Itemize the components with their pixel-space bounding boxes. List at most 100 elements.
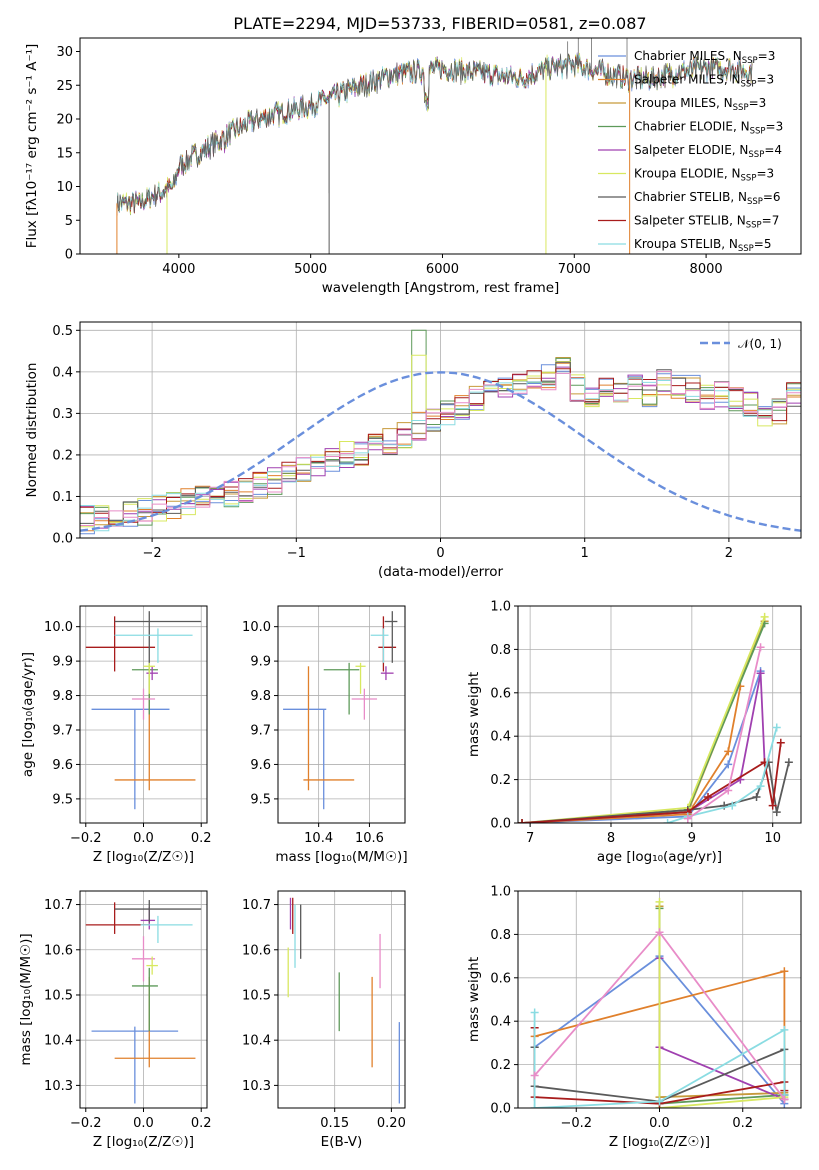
- y-tick-label: 10.0: [44, 620, 73, 635]
- x-tick-label: 0.0: [649, 1116, 670, 1131]
- y-tick-label: 0.8: [490, 928, 511, 943]
- errorbar-point: [283, 708, 327, 810]
- series-marker: [530, 1071, 539, 1080]
- chart-residuals: −2 −1 0 1 2 0.0 0.1 0.2 0.3 0.4 0.5 (data-model)/er…: [24, 321, 802, 580]
- histogram-series: [80, 366, 801, 538]
- chart-massweight_vs_age: 7 8 9 10 0.0 0.2 0.4 0.6 0.8 1.0 age [log₁₀(age/yr…: [466, 600, 802, 865]
- errorbar-point: [370, 628, 389, 663]
- y-tick-label: 0.4: [490, 1015, 511, 1030]
- series-marker: [776, 738, 785, 747]
- series-marker: [724, 786, 733, 795]
- x-tick-label: 0.2: [191, 1116, 212, 1131]
- series-marker: [768, 801, 777, 810]
- errorbar-point: [85, 902, 150, 934]
- y-tick-label: 0.6: [490, 971, 511, 986]
- plot-area: [283, 611, 398, 810]
- y-axis-label: Flux [fλ10⁻¹⁷ erg cm⁻² s⁻¹ A⁻¹]: [24, 44, 40, 249]
- series-marker: [530, 1104, 539, 1108]
- errorbar-point: [384, 611, 398, 663]
- x-axis-label: Z [log₁₀(Z/Z☉)]: [93, 849, 194, 865]
- x-axis-label: Z [log₁₀(Z/Z☉)]: [93, 1134, 194, 1150]
- legend-label: 𝒩(0, 1): [738, 337, 782, 351]
- series-marker: [780, 1095, 789, 1104]
- spectrum-series: [116, 53, 753, 214]
- y-tick-label: 9.5: [250, 792, 271, 807]
- x-tick-label: 0.0: [133, 831, 154, 846]
- y-tick-label: 9.9: [250, 655, 271, 670]
- y-tick-label: 9.8: [52, 689, 73, 704]
- errorbar-point: [114, 976, 196, 1068]
- legend-item: Kroupa MILES, NSSP=3: [598, 96, 766, 113]
- plot-area: [518, 612, 793, 823]
- y-tick-label: 0.0: [52, 532, 73, 547]
- errorbar-point: [114, 611, 202, 663]
- x-tick-label: −0.2: [560, 1116, 592, 1131]
- y-tick-label: 10.5: [44, 988, 73, 1003]
- y-tick-label: 0: [65, 248, 73, 263]
- errorbar-point: [378, 616, 397, 672]
- histogram-series: [80, 357, 801, 538]
- y-tick-label: 0.4: [490, 730, 511, 745]
- errorbar-point: [91, 708, 170, 810]
- series-marker: [784, 758, 793, 767]
- histogram-series: [80, 372, 801, 538]
- series-marker: [530, 1008, 539, 1017]
- x-axis-label: Z [log₁₀(Z/Z☉)]: [609, 1134, 710, 1150]
- x-tick-label: 0.0: [133, 1116, 154, 1131]
- y-tick-label: 9.5: [52, 792, 73, 807]
- y-tick-label: 20: [56, 113, 73, 128]
- y-tick-label: 10: [56, 180, 73, 195]
- x-tick-label: 10: [764, 831, 781, 846]
- x-tick-label: 0.20: [377, 1116, 406, 1131]
- series-marker: [756, 782, 765, 791]
- series-marker: [780, 1025, 789, 1034]
- y-tick-label: 5: [65, 214, 73, 229]
- x-tick-label: 2: [725, 546, 733, 561]
- series-marker: [772, 808, 781, 817]
- legend: 𝒩(0, 1): [700, 337, 782, 351]
- series-marker: [752, 792, 761, 801]
- y-axis-label: mass [log₁₀(M/M☉)]: [18, 933, 34, 1065]
- errorbar-point: [114, 900, 202, 923]
- errorbar-point: [91, 1026, 179, 1104]
- errorbar-point: [131, 967, 158, 1032]
- plot-area: [116, 38, 753, 254]
- axes-frame: −0.2 0.0 0.2 9.5 9.6 9.7 9.8 9.9 10.0 Z [log₁₀(Z/…: [20, 605, 212, 865]
- legend-item: Chabrier STELIB, NSSP=6: [598, 190, 781, 207]
- legend-item: Salpeter MILES, NSSP=3: [598, 73, 774, 90]
- legend-label: Salpeter MILES, NSSP=3: [634, 73, 774, 90]
- errorbar-point: [323, 662, 360, 715]
- errorbar-point: [146, 666, 158, 681]
- histogram-series: [80, 361, 801, 538]
- legend: Chabrier MILES, NSSP=3 Salpeter MILES, NS…: [598, 49, 783, 254]
- x-tick-label: 6000: [426, 262, 459, 277]
- y-tick-label: 10.6: [44, 943, 73, 958]
- legend-label: Chabrier STELIB, NSSP=6: [634, 190, 781, 207]
- y-tick-label: 10.3: [44, 1079, 73, 1094]
- x-tick-label: −0.2: [70, 1116, 102, 1131]
- y-tick-label: 0.8: [490, 643, 511, 658]
- errorbar-point: [131, 662, 158, 715]
- histogram-series: [80, 368, 801, 538]
- errorbar-point: [355, 662, 366, 694]
- x-axis-label: E(B-V): [321, 1134, 363, 1150]
- y-tick-label: 0.6: [490, 686, 511, 701]
- legend-label: Kroupa ELODIE, NSSP=3: [634, 167, 774, 184]
- errorbar-point: [114, 628, 193, 663]
- errorbar-point: [351, 688, 378, 720]
- plot-area: [85, 611, 202, 810]
- legend-label: Kroupa STELIB, NSSP=5: [634, 237, 772, 254]
- errorbar-point: [303, 666, 355, 791]
- y-tick-label: 30: [56, 45, 73, 60]
- series-line: [658, 901, 785, 1108]
- errorbar-point: [114, 666, 196, 791]
- y-tick-label: 0.1: [52, 490, 73, 505]
- series-marker: [655, 928, 664, 937]
- legend-item: Kroupa STELIB, NSSP=5: [598, 237, 772, 254]
- y-tick-label: 10.6: [242, 943, 271, 958]
- y-tick-label: 10.7: [242, 898, 271, 913]
- y-axis-label: age [log₁₀(age/yr)]: [20, 652, 36, 777]
- series-line: [521, 670, 762, 823]
- y-tick-label: 0.3: [52, 407, 73, 422]
